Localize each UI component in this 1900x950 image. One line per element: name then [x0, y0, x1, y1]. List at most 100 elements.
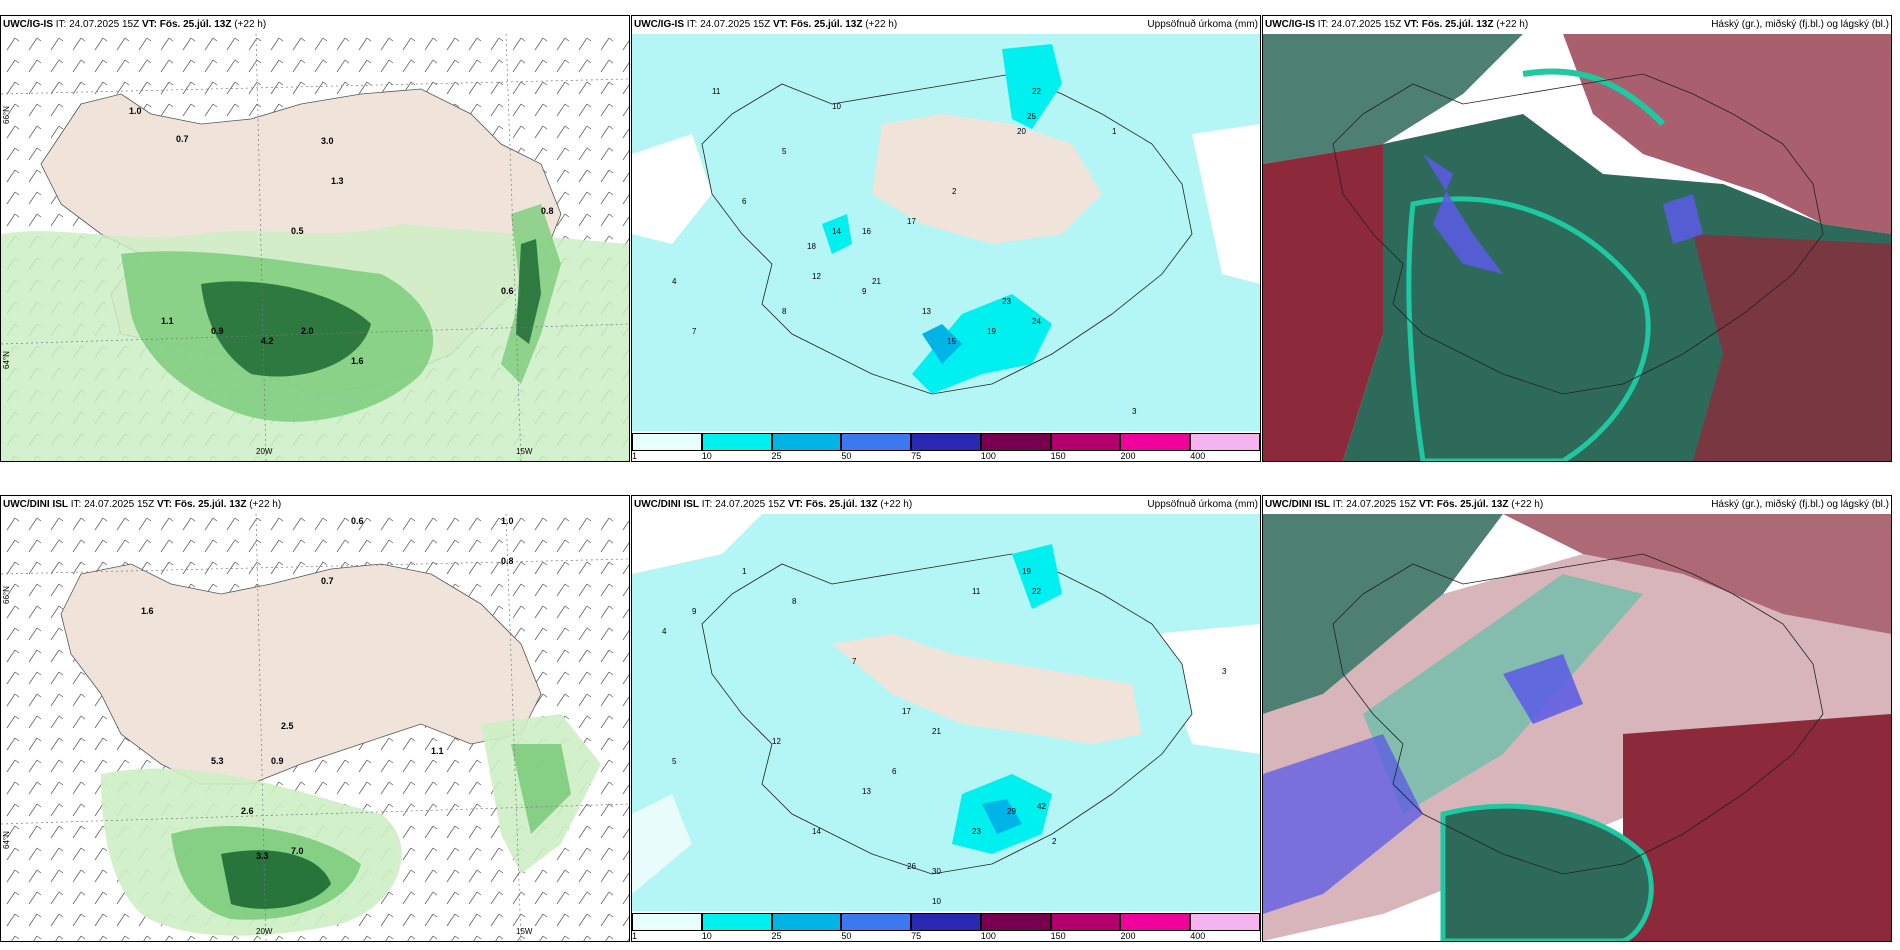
precip-value: 6	[892, 767, 897, 776]
colorbar-swatch	[632, 913, 702, 931]
rain-value: 0.5	[291, 226, 304, 236]
lon-label: 15W	[516, 927, 533, 936]
rain-value: 0.9	[271, 756, 284, 766]
colorbar-tick: 400	[1190, 451, 1206, 461]
colorbar-tick: 75	[911, 451, 922, 461]
colorbar-tick: 10	[701, 451, 712, 461]
rain-value: 2.6	[241, 806, 254, 816]
lon-label: 20W	[256, 927, 273, 936]
precip-value: 7	[692, 327, 697, 336]
precip-value: 6	[742, 197, 747, 206]
rain-wind-map: 0.6 1.0 1.6 0.7 0.9 2.5 5.3 7.0 3.3 2.6 …	[1, 514, 629, 941]
valid-time: VT: Fös. 25.júl. 13Z	[141, 19, 232, 30]
panel-bottom-right-cloud-map: UWC/DINI ISL IT: 24.07.2025 15Z VT: Fös.…	[1262, 495, 1892, 942]
colorbar-tick: 200	[1120, 451, 1136, 461]
precip-value: 19	[987, 327, 996, 336]
rain-value: 1.6	[141, 606, 154, 616]
colorbar-swatch	[1050, 433, 1121, 451]
iceland-outline	[1332, 73, 1824, 395]
precip-value: 18	[807, 242, 816, 251]
rain-value: 0.6	[351, 516, 364, 526]
rain-value: 0.8	[501, 556, 514, 566]
colorbar-swatch	[911, 913, 981, 931]
lead-time: (+22 h)	[1511, 499, 1544, 510]
precip-value: 8	[792, 597, 797, 606]
valid-time: VT: Fös. 25.júl. 13Z	[1418, 499, 1509, 510]
precip-value: 13	[922, 307, 931, 316]
colorbar-tick: 100	[980, 931, 996, 941]
rain-value: 0.7	[176, 134, 189, 144]
init-time: IT: 24.07.2025 15Z	[1317, 19, 1402, 30]
map-area: 9 8 7 6 5 4 3 2 1 10 12 14 17 19 21 22 2…	[632, 514, 1260, 941]
panel-title: Uppsöfnuð úrkoma (mm)	[1147, 19, 1258, 30]
rain-value: 1.1	[161, 316, 174, 326]
lat-label: 66°N	[2, 106, 11, 124]
precip-value: 3	[1132, 407, 1137, 416]
panel-title: Háský (gr.), miðský (fj.bl.) og lágský (…	[1711, 499, 1889, 510]
rain-value: 1.0	[129, 106, 142, 116]
colorbar-swatch	[632, 433, 702, 451]
colorbar-swatch	[701, 433, 772, 451]
panel-header: UWC/DINI ISL IT: 24.07.2025 15Z VT: Fös.…	[3, 498, 627, 512]
init-time: IT: 24.07.2025 15Z	[70, 499, 155, 510]
model-label: UWC/DINI ISL	[1265, 499, 1330, 510]
precip-value: 24	[1032, 317, 1041, 326]
lat-label: 66°N	[2, 586, 11, 604]
precip-value: 2	[1052, 837, 1057, 846]
model-label: UWC/IG-IS	[634, 19, 684, 30]
precip-value: 11	[972, 587, 981, 596]
colorbar-tick: 1	[632, 931, 638, 941]
precip-value: 12	[812, 272, 821, 281]
model-label: UWC/IG-IS	[1265, 19, 1315, 30]
valid-time: VT: Fös. 25.júl. 13Z	[156, 499, 247, 510]
panel-header: UWC/IG-IS IT: 24.07.2025 15Z VT: Fös. 25…	[634, 18, 1258, 32]
colorbar-tick: 50	[841, 451, 852, 461]
precip-value: 42	[1037, 802, 1046, 811]
colorbar-tick: 75	[911, 931, 922, 941]
iceland-outline	[1332, 553, 1824, 875]
init-time: IT: 24.07.2025 15Z	[1332, 499, 1417, 510]
precip-value: 5	[782, 147, 787, 156]
rain-value: 5.3	[211, 756, 224, 766]
panel-header: UWC/IG-IS IT: 24.07.2025 15Z VT: Fös. 25…	[3, 18, 627, 32]
colorbar-swatch	[701, 913, 772, 931]
rain-value: 0.6	[501, 286, 514, 296]
map-area: 1.0 0.7 0.5 0.8 0.9 1.1 1.3 1.6 3.0 2.0 …	[1, 34, 629, 461]
precip-value: 5	[672, 757, 677, 766]
precip-map: 11 10 5 4 3 2 6 1 9 7 8 12 14 18 17 16 2…	[632, 34, 1260, 431]
lead-time: (+22 h)	[880, 499, 913, 510]
precip-value: 21	[872, 277, 881, 286]
panel-title: Háský (gr.), miðský (fj.bl.) og lágský (…	[1711, 19, 1889, 30]
precip-value: 3	[1222, 667, 1227, 676]
cloud-map	[1263, 514, 1891, 941]
valid-time: VT: Fös. 25.júl. 13Z	[1403, 19, 1494, 30]
precip-value: 17	[907, 217, 916, 226]
precip-value: 23	[972, 827, 981, 836]
rain-value: 0.9	[211, 326, 224, 336]
map-area	[1263, 514, 1891, 941]
precip-value: 19	[1022, 567, 1031, 576]
colorbar-swatch	[980, 433, 1051, 451]
precip-map: 9 8 7 6 5 4 3 2 1 10 12 14 17 19 21 22 2…	[632, 514, 1260, 911]
rain-value: 1.6	[351, 356, 364, 366]
colorbar-tick: 10	[701, 931, 712, 941]
rain-value: 3.0	[321, 136, 334, 146]
colorbar-tick: 50	[841, 931, 852, 941]
valid-time: VT: Fös. 25.júl. 13Z	[772, 19, 863, 30]
precip-colorbar: 1 10 25 50 75 100 150 200 400	[632, 431, 1260, 461]
panel-bottom-left-rain-map: UWC/DINI ISL IT: 24.07.2025 15Z VT: Fös.…	[0, 495, 630, 942]
precip-colorbar: 1 10 25 50 75 100 150 200 400	[632, 911, 1260, 941]
precip-value: 2	[952, 187, 957, 196]
precip-value: 4	[672, 277, 677, 286]
panel-top-left-rain-map: UWC/IG-IS IT: 24.07.2025 15Z VT: Fös. 25…	[0, 15, 630, 462]
precip-value: 20	[1017, 127, 1026, 136]
precip-value: 17	[902, 707, 911, 716]
precip-value: 14	[812, 827, 821, 836]
panel-header: UWC/IG-IS IT: 24.07.2025 15Z VT: Fös. 25…	[1265, 18, 1889, 32]
init-time: IT: 24.07.2025 15Z	[701, 499, 786, 510]
precip-value: 10	[932, 897, 941, 906]
colorbar-swatch	[1050, 913, 1121, 931]
colorbar-tick: 25	[771, 931, 782, 941]
map-area: 11 10 5 4 3 2 6 1 9 7 8 12 14 18 17 16 2…	[632, 34, 1260, 461]
colorbar-swatch	[1120, 433, 1191, 451]
